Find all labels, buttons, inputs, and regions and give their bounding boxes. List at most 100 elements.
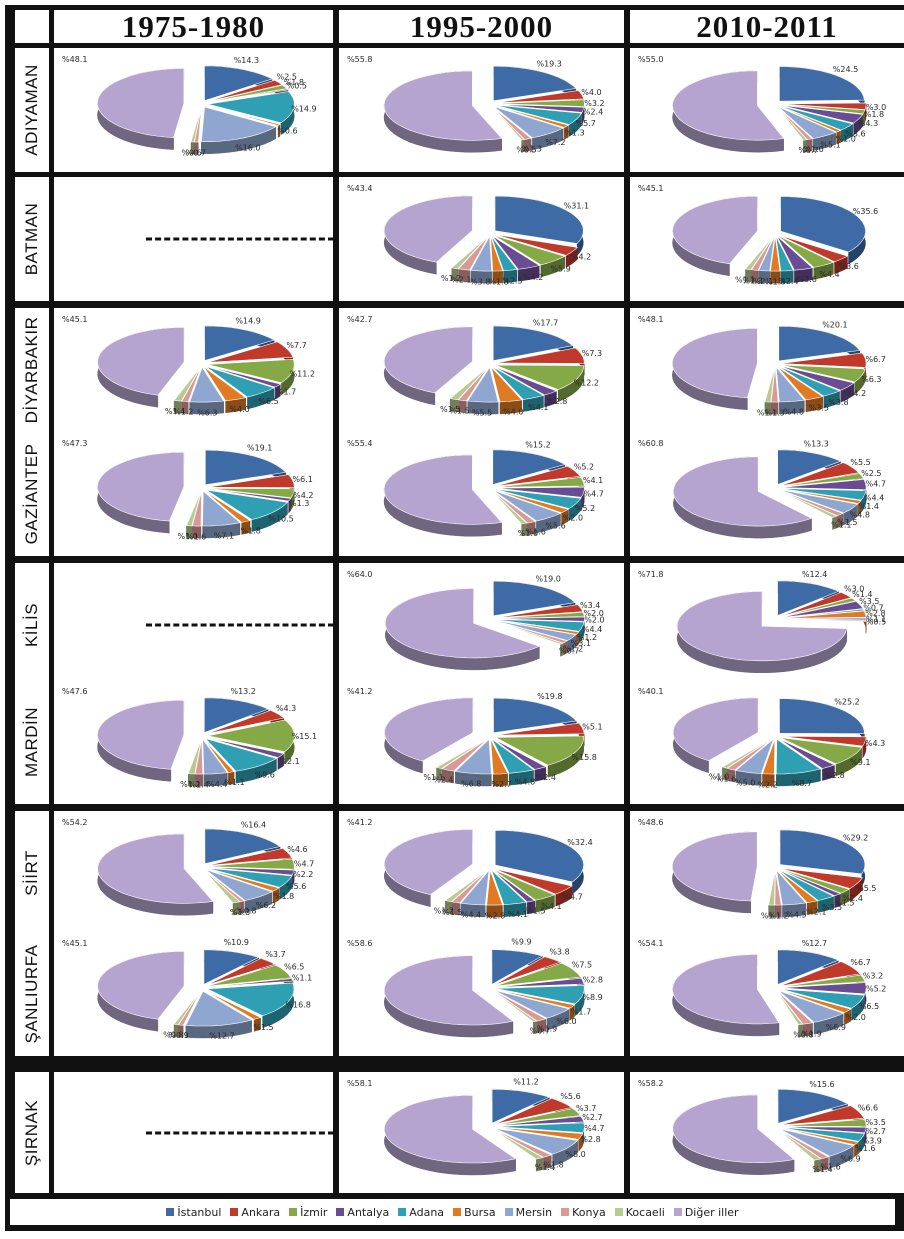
data-label: %1.1 xyxy=(761,912,781,921)
data-label: %1.0 xyxy=(518,529,538,538)
data-label: %2.7 xyxy=(866,1127,886,1136)
pie-slice xyxy=(777,106,813,152)
data-label: %1.4 xyxy=(165,407,185,416)
data-label: %3.5 xyxy=(866,1118,886,1127)
data-label: %5.1 xyxy=(820,141,840,150)
data-label: %1.5 xyxy=(442,908,462,917)
legend-label: İstanbul xyxy=(177,1205,222,1219)
pie-slice xyxy=(493,738,547,782)
pie-chart: %32.4%4.7%4.1%1.5%4.1%2.8%4.4%1.5%1.2%41… xyxy=(347,818,593,921)
legend-swatch xyxy=(504,1208,513,1216)
pie-slice xyxy=(449,366,489,413)
pie-slice xyxy=(203,949,260,985)
data-label: %2.5 xyxy=(861,469,881,478)
pie-slice xyxy=(726,738,773,783)
pie-slice xyxy=(494,868,573,907)
pie-chart: %15.2%5.2%4.1%4.7%5.2%2.0%5.6%1.6%1.0%55… xyxy=(347,439,604,538)
data-label: %12.2 xyxy=(574,379,599,388)
data-label: %1.8 xyxy=(274,892,294,901)
pie-slice xyxy=(781,102,867,122)
pie-slice xyxy=(470,235,493,284)
pie-chart: %25.2 %4.3 %9.1 %2.8 %8.7 %2.2%5.0%1.6%1.0 %40… xyxy=(638,687,885,789)
data-label: %1.5 xyxy=(449,406,469,415)
row-label-cell: ŞIRNAK xyxy=(15,1072,49,1193)
data-label: %1.5 xyxy=(525,907,545,916)
legend-item: Mersin xyxy=(504,1206,552,1219)
chart-cell: %32.4 %4.7 %4.1 %1.5 %4.1 %2.8 %4.4 %1.5 %1.2 %41… xyxy=(339,811,624,935)
chart-cell: %14.3 %2.5 %1.8 %0.5 %14.9 %0.6 %16.0 %0.7 %0.6%… xyxy=(54,48,333,172)
pie-slice xyxy=(775,738,822,787)
data-label: %0.8 xyxy=(793,1031,813,1040)
data-label: %11.2 xyxy=(290,370,315,379)
data-label: %4.4 xyxy=(582,625,602,634)
column-header-2010-2011: 2010-2011 xyxy=(630,9,904,44)
data-label: %4.1 xyxy=(528,403,548,412)
legend-swatch xyxy=(289,1208,298,1216)
data-label: %15.6 xyxy=(809,1080,834,1089)
data-label: %2.4 xyxy=(778,277,798,286)
data-label: %15.1 xyxy=(292,732,317,741)
data-label: %35.6 xyxy=(853,207,878,216)
data-label: %1.9 xyxy=(537,1025,557,1034)
data-label: %6.3 xyxy=(861,375,881,384)
data-label: %1.6 xyxy=(855,1144,875,1153)
data-label: %1.2 xyxy=(768,912,788,921)
data-label: %1.1 xyxy=(423,773,443,782)
data-label: %1.7 xyxy=(571,1008,591,1017)
data-label: %1.2 xyxy=(577,633,597,642)
pie-slice xyxy=(495,619,585,644)
data-label: %8.0 xyxy=(565,1150,585,1159)
column-header-1995-2000: 1995-2000 xyxy=(339,9,624,44)
pie-slice xyxy=(204,869,245,914)
pie-slice xyxy=(779,1128,855,1169)
data-label: %0.8 xyxy=(163,1031,183,1040)
data-label: %16.4 xyxy=(241,821,266,830)
data-label: %5.2 xyxy=(575,504,595,513)
row-label: ADIYAMAN xyxy=(22,64,41,156)
pie-slice xyxy=(672,195,758,277)
data-label: %6.5 xyxy=(284,963,304,972)
pie-slice xyxy=(781,352,867,380)
data-label: %6.7 xyxy=(866,355,886,364)
pie-chart: %14.3%2.5%1.8%0.5%14.9%0.6%16.0%0.7%0.6%… xyxy=(62,55,317,157)
data-label: %1.8 xyxy=(241,527,261,536)
data-label: %6.5 xyxy=(258,397,278,406)
pie-slice xyxy=(778,106,837,151)
data-label: %2.2 xyxy=(757,780,777,789)
data-label: %1.3 xyxy=(230,908,250,917)
pie-slice xyxy=(204,65,273,102)
legend-item: Bursa xyxy=(453,1206,496,1219)
data-label-diger-iller: %55.0 xyxy=(638,55,663,64)
pie-slice xyxy=(672,697,759,773)
chart-cell: %19.3 %4.0 %3.2 %2.4 %5.7 %1.3 %7.2 %1.3 %0.5 %55… xyxy=(339,48,624,172)
data-label: %2.0 xyxy=(563,513,583,522)
legend-item: İstanbul xyxy=(166,1206,221,1219)
pie-slice xyxy=(491,106,525,153)
pie-chart: %13.2 %4.3 %15.1 %2.1 %9.6 %1.1%4.4%1.4%1.2 %4… xyxy=(62,687,317,790)
data-label: %3.5 xyxy=(822,903,842,912)
pie-slice xyxy=(203,738,235,785)
legend-label: Ankara xyxy=(241,1205,281,1219)
pie-slice xyxy=(776,869,807,918)
data-label: %5.6 xyxy=(560,1092,580,1101)
data-label: %3.6 xyxy=(797,275,817,284)
pie-slice xyxy=(491,490,528,537)
data-label: %1.5 xyxy=(253,1023,273,1032)
data-label: %2.4 xyxy=(433,775,453,784)
data-label: %2.8 xyxy=(865,609,885,618)
data-label-diger-iller: %41.2 xyxy=(347,687,372,696)
pie-slice xyxy=(495,620,577,653)
data-label: %17.7 xyxy=(533,319,558,328)
legend-swatch xyxy=(453,1208,462,1216)
data-label: %4.7 xyxy=(562,893,582,902)
row-label: BATMAN xyxy=(22,202,41,276)
legend-item: Antalya xyxy=(336,1206,389,1219)
data-label-diger-iller: %48.1 xyxy=(62,55,87,64)
data-label: %1.4 xyxy=(812,1165,832,1174)
data-label: %3.7 xyxy=(265,950,285,959)
chart-cell: %9.9 %3.8 %7.5 %2.8 %8.9 %1.7 %6.0 %1.9 %0.7 %58.… xyxy=(339,932,624,1056)
pie-slice xyxy=(770,236,781,284)
pie-slice xyxy=(460,869,490,918)
pie-slice xyxy=(779,869,842,909)
data-label: %1.1 xyxy=(757,408,777,417)
